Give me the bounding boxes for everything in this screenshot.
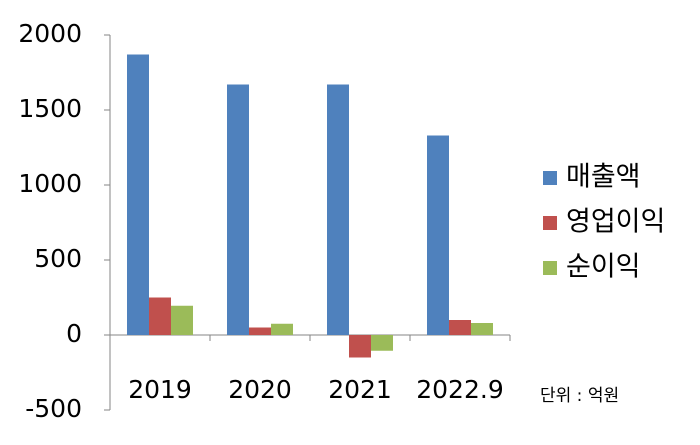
- bar: [149, 297, 171, 335]
- legend-label: 순이익: [566, 252, 641, 283]
- bar: [171, 305, 193, 335]
- bar: [427, 135, 449, 335]
- bar: [349, 335, 371, 358]
- bar: [327, 84, 349, 335]
- bar: [449, 320, 471, 335]
- legend-swatch: [543, 171, 557, 185]
- y-tick-label: 1500: [18, 94, 82, 123]
- bar: [127, 54, 149, 335]
- x-tick-label: 2022.9: [416, 375, 503, 404]
- bar: [227, 84, 249, 335]
- legend-label: 영업이익: [566, 207, 665, 238]
- y-tick-label: 500: [34, 244, 82, 273]
- bar: [249, 327, 271, 335]
- bar: [371, 335, 393, 351]
- x-tick-label: 2021: [328, 375, 392, 404]
- bar: [271, 323, 293, 335]
- x-tick-label: 2019: [128, 375, 192, 404]
- y-tick-label: 2000: [18, 19, 82, 48]
- y-tick-label: 1000: [18, 169, 82, 198]
- legend-swatch: [543, 216, 557, 230]
- legend-swatch: [543, 261, 557, 275]
- bar: [471, 323, 493, 335]
- y-tick-label: -500: [25, 394, 82, 423]
- annotation: 단위 : 억원: [540, 386, 619, 406]
- y-tick-label: 0: [66, 319, 82, 348]
- x-tick-label: 2020: [228, 375, 292, 404]
- legend-label: 매출액: [566, 162, 641, 193]
